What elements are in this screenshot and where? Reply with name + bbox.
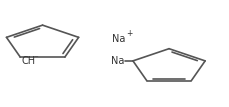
Text: +: + [125,29,132,38]
Text: Na: Na [111,34,124,44]
Text: Na: Na [111,56,124,66]
Text: ⁻: ⁻ [33,54,38,63]
Text: CH: CH [21,56,35,66]
